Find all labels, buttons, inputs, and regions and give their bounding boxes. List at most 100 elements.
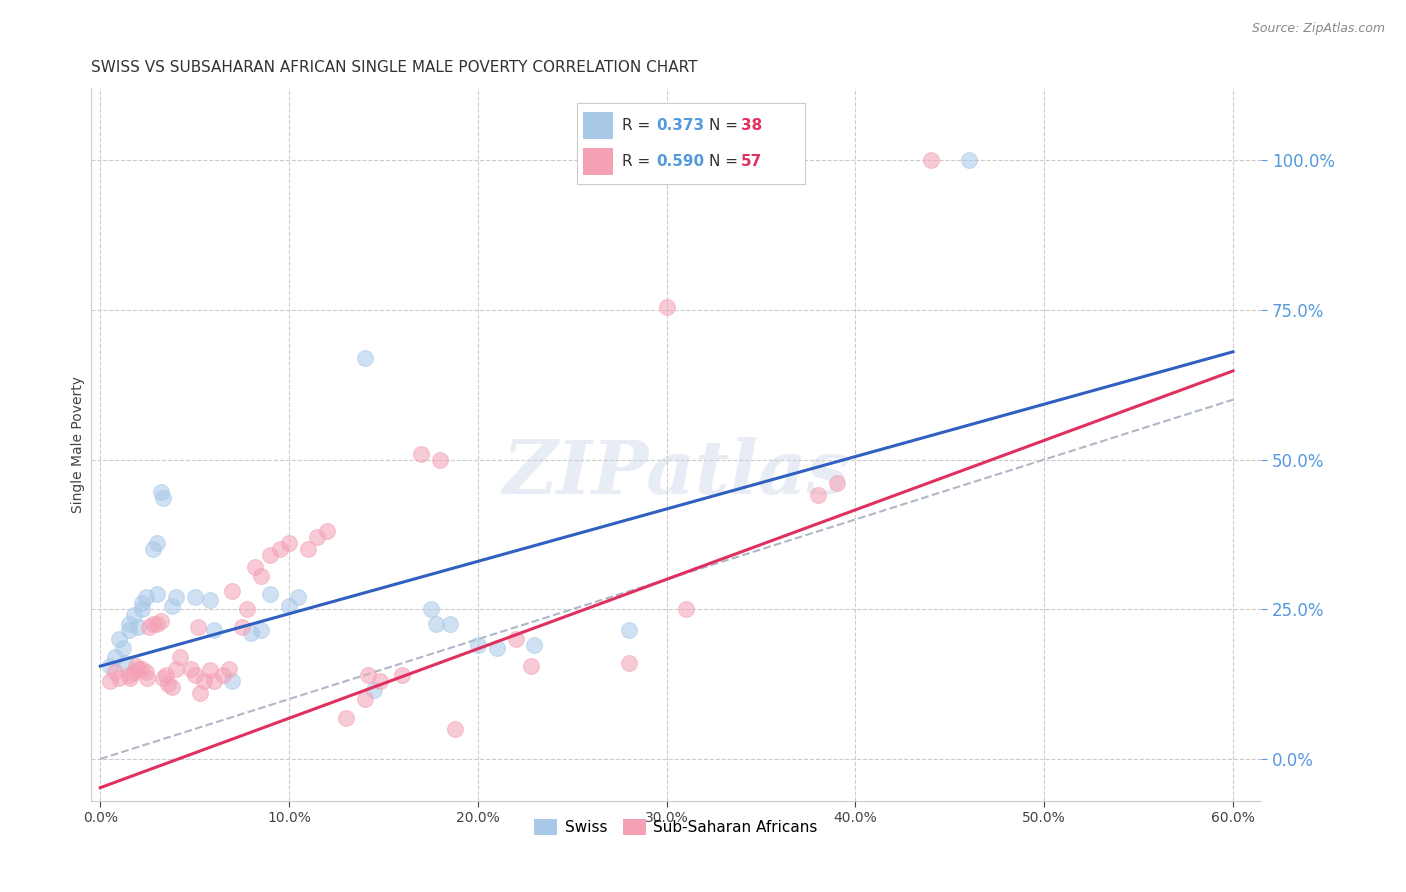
Point	[519, 659, 541, 673]
Point	[287, 591, 309, 605]
Point	[155, 668, 177, 682]
Point	[617, 656, 640, 670]
Point	[419, 602, 441, 616]
Point	[114, 656, 136, 670]
Point	[120, 671, 142, 685]
Point	[142, 617, 165, 632]
Point	[243, 560, 266, 574]
Text: SWISS VS SUBSAHARAN AFRICAN SINGLE MALE POVERTY CORRELATION CHART: SWISS VS SUBSAHARAN AFRICAN SINGLE MALE …	[91, 60, 697, 75]
Point	[188, 686, 211, 700]
Point	[957, 153, 980, 168]
Point	[135, 665, 157, 680]
Point	[221, 584, 243, 599]
Point	[353, 351, 375, 365]
Point	[187, 620, 209, 634]
Point	[444, 722, 467, 736]
Point	[117, 624, 139, 638]
Point	[136, 671, 159, 685]
Point	[259, 587, 281, 601]
Point	[363, 683, 385, 698]
Point	[142, 542, 165, 557]
Point	[160, 680, 183, 694]
Point	[467, 638, 489, 652]
Point	[411, 446, 433, 460]
Point	[108, 671, 131, 685]
Point	[269, 542, 291, 557]
Point	[169, 650, 191, 665]
Point	[655, 300, 678, 314]
Point	[439, 617, 461, 632]
Point	[202, 624, 225, 638]
Point	[160, 599, 183, 614]
Point	[131, 596, 153, 610]
Text: ZIPatlas: ZIPatlas	[502, 437, 849, 509]
Point	[425, 617, 447, 632]
Point	[149, 614, 172, 628]
Point	[675, 602, 697, 616]
Point	[146, 617, 169, 632]
Point	[297, 542, 319, 557]
Point	[152, 671, 174, 685]
Point	[127, 620, 149, 634]
Point	[807, 488, 830, 502]
Point	[221, 674, 243, 689]
Point	[108, 632, 131, 647]
Point	[111, 641, 134, 656]
Point	[193, 674, 215, 689]
Point	[165, 662, 187, 676]
Point	[117, 668, 139, 682]
Point	[249, 624, 271, 638]
Text: Source: ZipAtlas.com: Source: ZipAtlas.com	[1251, 22, 1385, 36]
Point	[825, 476, 848, 491]
Point	[236, 602, 259, 616]
Point	[212, 668, 235, 682]
Point	[146, 536, 169, 550]
Point	[125, 659, 148, 673]
Point	[104, 650, 127, 665]
Point	[249, 569, 271, 583]
Point	[240, 626, 263, 640]
Point	[307, 530, 329, 544]
Point	[131, 662, 153, 676]
Point	[180, 662, 202, 676]
Point	[122, 608, 145, 623]
Point	[218, 662, 240, 676]
Point	[198, 593, 221, 607]
Point	[183, 591, 205, 605]
Point	[122, 665, 145, 680]
Legend: Swiss, Sub-Saharan Africans: Swiss, Sub-Saharan Africans	[527, 812, 825, 843]
Point	[335, 711, 357, 725]
Point	[117, 617, 139, 632]
Point	[523, 638, 546, 652]
Point	[165, 591, 187, 605]
Point	[315, 524, 337, 539]
Point	[98, 674, 121, 689]
Point	[135, 591, 157, 605]
Point	[391, 668, 413, 682]
Point	[183, 668, 205, 682]
Point	[149, 485, 172, 500]
Point	[104, 665, 127, 680]
Point	[617, 624, 640, 638]
Point	[231, 620, 253, 634]
Point	[157, 677, 180, 691]
Point	[920, 153, 942, 168]
Point	[259, 549, 281, 563]
Point	[202, 674, 225, 689]
Point	[368, 674, 391, 689]
Point	[127, 662, 149, 676]
Point	[131, 602, 153, 616]
Point	[138, 620, 160, 634]
Point	[146, 587, 169, 601]
Y-axis label: Single Male Poverty: Single Male Poverty	[72, 376, 86, 513]
Point	[98, 659, 121, 673]
Point	[505, 632, 527, 647]
Point	[429, 452, 451, 467]
Point	[278, 599, 301, 614]
Point	[353, 692, 375, 706]
Point	[485, 641, 508, 656]
Point	[152, 491, 174, 506]
Point	[278, 536, 301, 550]
Point	[357, 668, 380, 682]
Point	[198, 663, 221, 677]
